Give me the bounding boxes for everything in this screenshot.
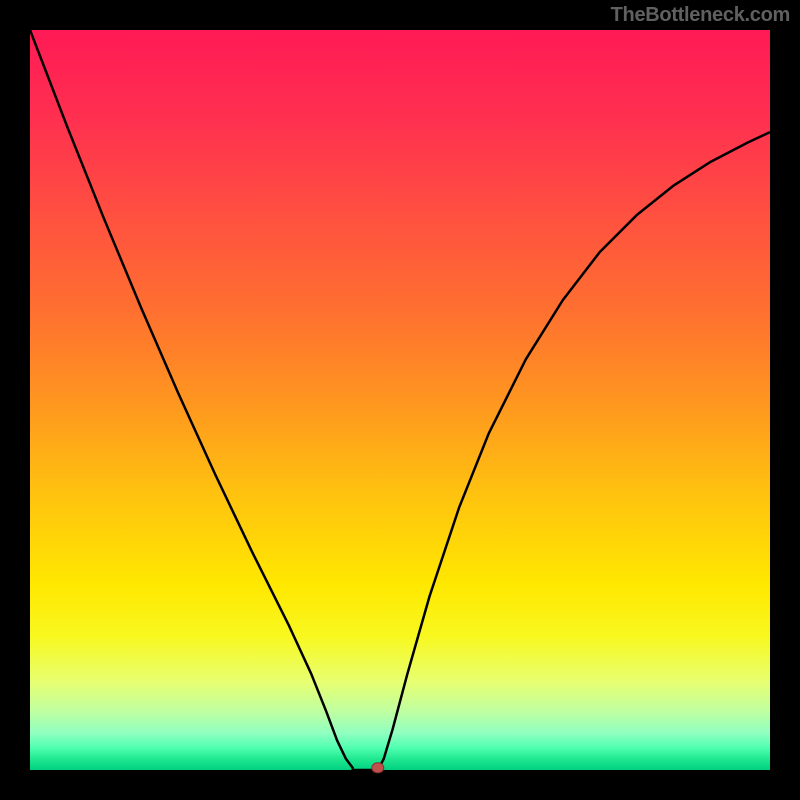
bottleneck-chart bbox=[0, 0, 800, 800]
plot-area-gradient bbox=[30, 30, 770, 770]
optimal-point-marker bbox=[372, 763, 384, 773]
watermark-text: TheBottleneck.com bbox=[611, 4, 790, 27]
